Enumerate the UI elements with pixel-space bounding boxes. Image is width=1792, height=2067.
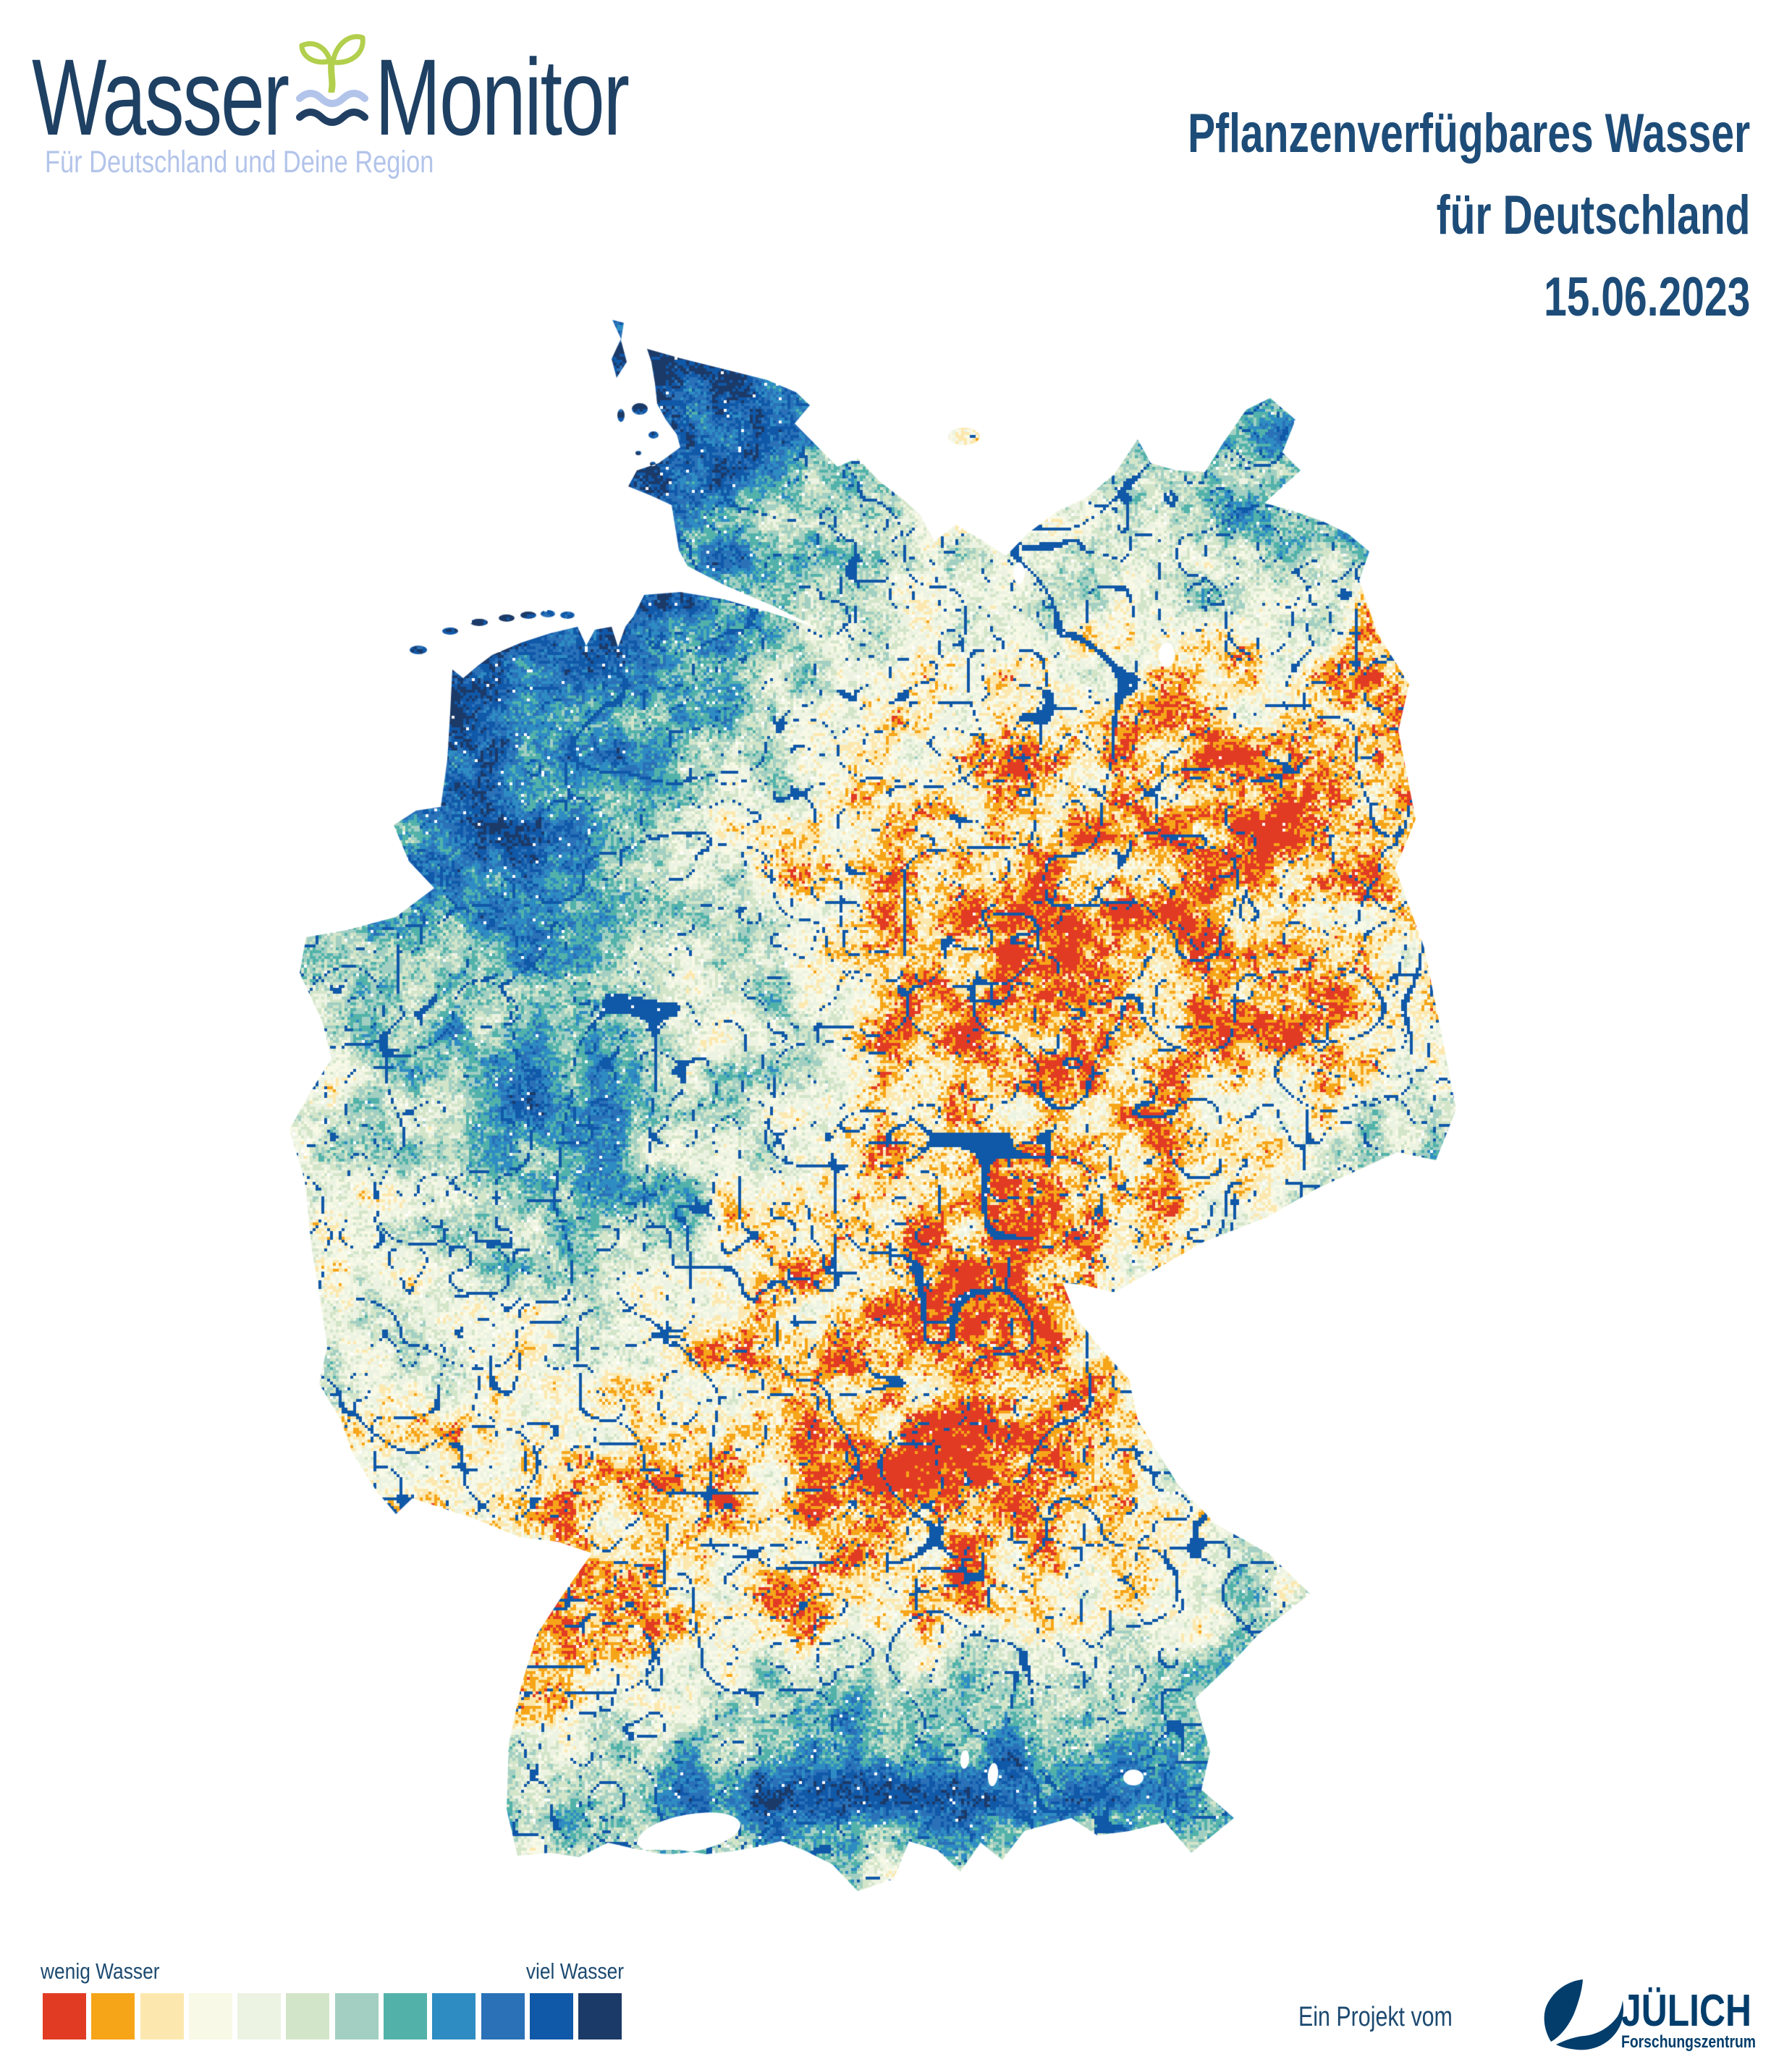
juelich-logo[interactable]: JÜLICH Forschungszentrum <box>1513 1970 1762 2064</box>
legend-swatch <box>529 1993 573 2039</box>
waves-icon <box>292 84 384 134</box>
legend-swatch <box>140 1993 184 2039</box>
title-line-1: Pflanzenverfügbares Wasser <box>1187 103 1750 164</box>
legend-low-label: wenig Wasser <box>41 1958 160 1984</box>
legend-swatch <box>237 1993 282 2039</box>
legend-high-label: viel Wasser <box>525 1958 624 1984</box>
legend-swatch <box>432 1993 476 2039</box>
legend-color-scale <box>43 1993 622 2039</box>
legend-swatch <box>578 1993 622 2039</box>
legend-swatch <box>91 1993 135 2039</box>
logo-word-wasser[interactable]: Wasser <box>32 35 383 160</box>
logo-word-wasser-text: Wasser <box>32 36 289 158</box>
project-credit: Ein Projekt vom <box>1298 2002 1453 2032</box>
legend-swatch <box>481 1993 525 2039</box>
legend-swatch <box>334 1993 379 2039</box>
legend-swatch <box>188 1993 232 2039</box>
legend-labels: wenig Wasser viel Wasser <box>41 1958 624 1984</box>
logo-subtitle: Für Deutschland und Deine Region <box>45 145 434 179</box>
legend-swatch <box>384 1993 428 2039</box>
logo-word-monitor-text: Monitor <box>375 36 630 158</box>
title-line-2: für Deutschland <box>1436 185 1750 246</box>
page-title: Pflanzenverfügbares Wasser für Deutschla… <box>1000 93 1750 338</box>
logo-word-monitor[interactable]: Monitor <box>375 35 722 160</box>
legend-swatch <box>43 1993 86 2039</box>
sprout-icon <box>294 20 371 96</box>
germany-water-map <box>289 316 1469 1901</box>
juelich-name: JÜLICH <box>1621 1986 1751 2036</box>
title-date: 15.06.2023 <box>1543 266 1750 328</box>
legend-swatch <box>286 1993 330 2039</box>
juelich-subtitle: Forschungszentrum <box>1621 2032 1756 2052</box>
juelich-disc-icon <box>1544 1979 1624 2050</box>
